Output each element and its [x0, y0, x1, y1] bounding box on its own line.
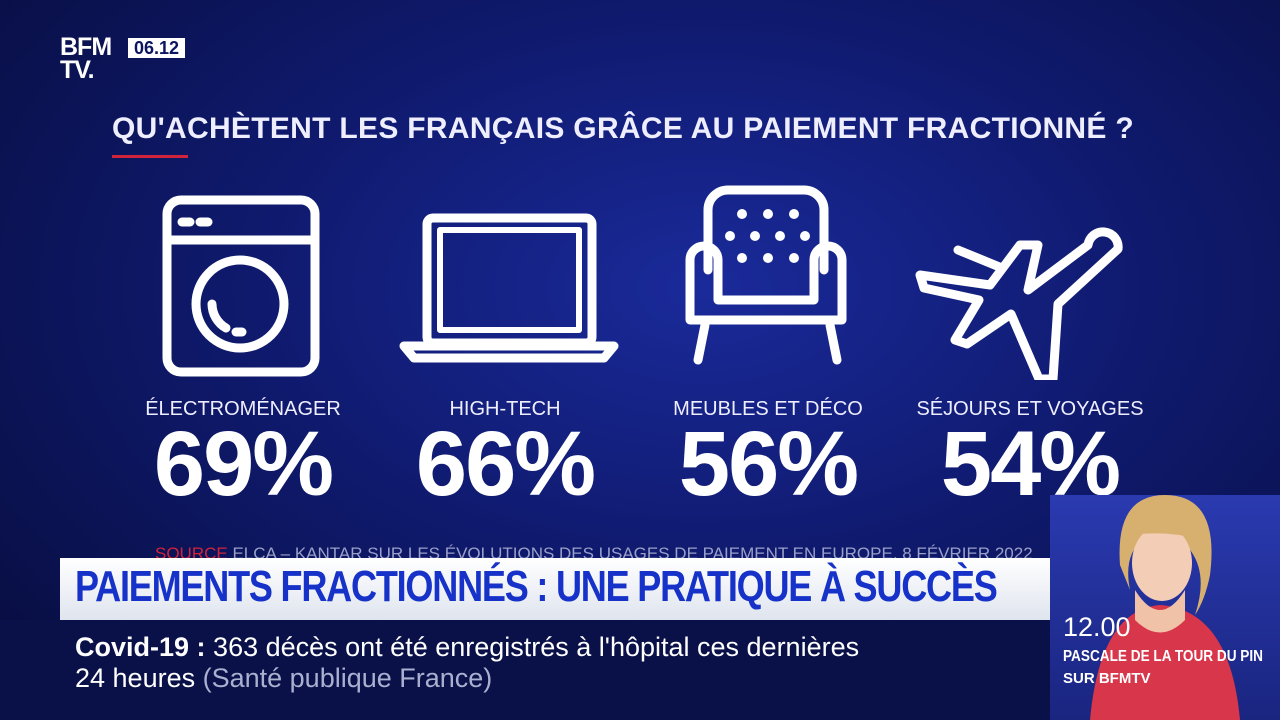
ticker-text: 24 heures — [75, 663, 196, 693]
presenter-photo — [1090, 495, 1240, 720]
item-label: SÉJOURS ET VOYAGES — [916, 398, 1144, 420]
ticker-topic: Covid-19 : — [75, 632, 206, 662]
presenter-time: 12.00 — [1063, 612, 1131, 642]
channel-logo: BFM TV. — [60, 33, 112, 84]
plane-icon — [915, 227, 1123, 380]
washing-machine-icon — [162, 195, 320, 377]
ticker-credit: (Santé publique France) — [202, 663, 493, 693]
item-label: ÉLECTROMÉNAGER — [145, 398, 341, 420]
logo-line: BFM — [60, 33, 112, 61]
clock: 06.12 — [128, 38, 186, 58]
logo-line: TV. — [60, 56, 95, 84]
news-ticker — [0, 620, 1050, 720]
item-value: 56% — [678, 413, 859, 515]
item-label: MEUBLES ET DÉCO — [673, 398, 863, 420]
laptop-icon — [399, 213, 619, 363]
item-label: HIGH-TECH — [449, 398, 561, 420]
presenter-channel: SUR BFMTV — [1063, 670, 1151, 687]
icons — [162, 185, 1123, 380]
ticker-line: 24 heures (Santé publique France) — [75, 663, 492, 694]
item-value: 69% — [153, 413, 334, 515]
item-value: 66% — [415, 413, 596, 515]
headline: PAIEMENTS FRACTIONNÉS : UNE PRATIQUE À S… — [75, 562, 998, 611]
presenter-box — [1050, 495, 1280, 720]
ticker-text: 363 décès ont été enregistrés à l'hôpita… — [213, 632, 860, 662]
title-underline — [112, 155, 188, 158]
armchair-icon — [685, 185, 847, 365]
presenter-name: PASCALE DE LA TOUR DU PIN — [1063, 648, 1263, 665]
headline-banner — [60, 558, 1050, 620]
infographic-title: QU'ACHÈTENT LES FRANÇAIS GRÂCE AU PAIEME… — [112, 112, 1134, 145]
ticker-line: Covid-19 : 363 décès ont été enregistrés… — [75, 632, 859, 663]
